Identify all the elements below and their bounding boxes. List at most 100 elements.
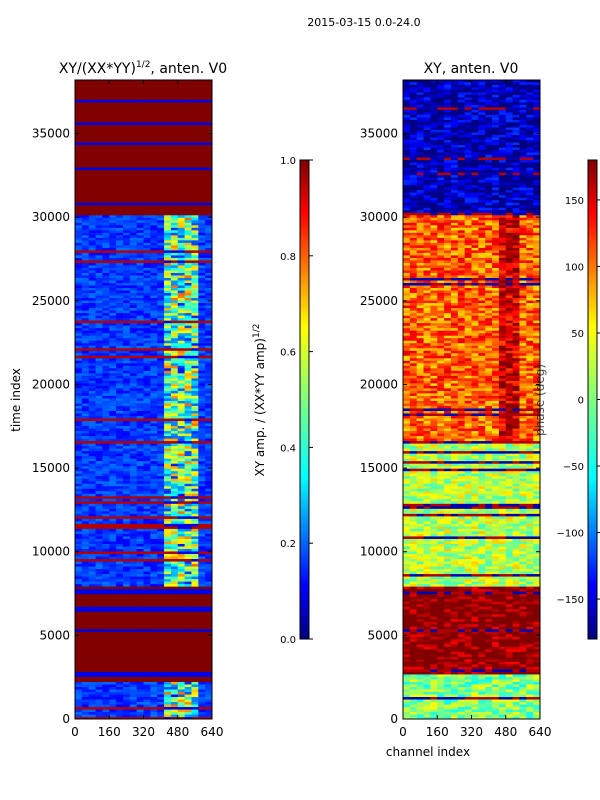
left-heat-cell — [170, 445, 179, 449]
left-heat-cell — [191, 668, 199, 672]
left-heat-cell — [109, 119, 117, 123]
left-heat-cell — [164, 553, 172, 557]
left-heat-cell — [116, 427, 124, 432]
left-heat-cell — [198, 267, 206, 271]
left-heat-cell — [75, 244, 83, 248]
left-heat-cell — [143, 304, 151, 309]
left-heat-cell — [75, 287, 83, 291]
left-heat-cell — [164, 312, 172, 316]
left-heat-cell — [177, 330, 186, 334]
left-heat-cell — [102, 207, 110, 211]
left-heat-cell — [198, 468, 206, 472]
left-heat-cell — [177, 420, 186, 424]
left-heat-cell — [191, 701, 199, 705]
left-heat-cell — [109, 156, 117, 161]
left-heat-cell — [184, 387, 193, 391]
left-heat-cell — [143, 565, 151, 570]
left-heat-cell — [143, 340, 151, 344]
left-heat-cell — [116, 154, 124, 158]
left-heat-cell — [150, 315, 158, 319]
left-heat-cell — [136, 370, 145, 374]
left-heat-cell — [177, 611, 186, 615]
left-heat-cell — [191, 219, 199, 223]
left-heat-cell — [95, 279, 103, 284]
left-heat-cell — [136, 603, 145, 607]
left-heat-cell — [122, 666, 131, 670]
left-heat-cell — [177, 382, 186, 386]
left-heat-cell — [122, 136, 131, 140]
left-heat-cell — [129, 247, 138, 251]
left-heat-cell — [184, 161, 193, 166]
left-heat-cell — [88, 628, 97, 632]
left-heat-cell — [81, 330, 90, 334]
left-heat-cell — [157, 139, 165, 143]
left-heat-cell — [205, 648, 212, 652]
left-heat-cell — [95, 320, 103, 324]
left-heat-cell — [95, 543, 103, 547]
left-heat-cell — [157, 445, 165, 449]
left-heat-cell — [81, 508, 90, 512]
left-heat-cell — [109, 643, 117, 647]
left-heat-cell — [177, 287, 186, 291]
left-heat-cell — [177, 661, 186, 665]
left-heat-cell — [150, 621, 158, 625]
left-heat-cell — [150, 588, 158, 592]
left-heat-cell — [75, 460, 83, 464]
left-heat-cell — [205, 297, 212, 301]
left-heat-cell — [109, 432, 117, 437]
left-heat-cell — [150, 202, 158, 206]
left-heat-cell — [170, 533, 179, 537]
left-heat-cell — [170, 437, 179, 442]
left-heat-cell — [102, 312, 110, 316]
left-heat-cell — [205, 596, 212, 600]
left-heat-cell — [164, 493, 172, 497]
left-heat-cell — [191, 515, 199, 519]
left-heat-cell — [143, 425, 151, 429]
left-heat-cell — [109, 693, 117, 698]
left-heat-cell — [88, 666, 97, 670]
left-heat-cell — [129, 450, 138, 454]
left-heat-cell — [109, 493, 117, 497]
left-heat-cell — [122, 510, 131, 514]
left-heat-cell — [177, 232, 186, 236]
left-heat-cell — [157, 392, 165, 396]
left-heat-cell — [157, 435, 165, 439]
left-heat-cell — [205, 154, 212, 158]
left-heat-cell — [191, 626, 199, 630]
left-heat-cell — [177, 553, 186, 557]
left-heat-cell — [122, 96, 131, 100]
left-heat-cell — [164, 460, 172, 464]
left-heat-cell — [81, 603, 90, 607]
left-heat-cell — [150, 716, 158, 719]
left-heat-cell — [136, 448, 145, 452]
left-heat-cell — [75, 580, 83, 585]
left-heat-cell — [150, 703, 158, 708]
left-heat-cell — [116, 402, 124, 406]
left-heat-cell — [184, 357, 193, 361]
left-heat-cell — [205, 174, 212, 178]
left-heat-cell — [81, 596, 90, 600]
left-heat-cell — [136, 427, 145, 432]
left-heat-cell — [109, 375, 117, 379]
left-heat-cell — [143, 488, 151, 492]
left-heat-cell — [81, 136, 90, 140]
left-heat-cell — [88, 109, 97, 113]
left-heat-cell — [164, 558, 172, 562]
left-heat-cell — [198, 156, 206, 161]
left-heat-cell — [150, 628, 158, 632]
left-heat-cell — [129, 262, 138, 266]
left-heat-cell — [122, 144, 131, 148]
left-heat-cell — [184, 485, 193, 489]
left-heat-cell — [95, 698, 103, 703]
left-heat-cell — [143, 312, 151, 316]
left-heat-cell — [205, 415, 212, 419]
left-heat-cell — [122, 237, 131, 241]
left-heat-cell — [136, 691, 145, 695]
left-heat-cell — [122, 591, 131, 595]
left-heat-cell — [191, 485, 199, 489]
left-heat-cell — [184, 179, 193, 183]
left-heat-cell — [75, 488, 83, 492]
left-heat-cell — [157, 347, 165, 351]
left-heat-cell — [81, 435, 90, 439]
left-heat-cell — [164, 648, 172, 652]
